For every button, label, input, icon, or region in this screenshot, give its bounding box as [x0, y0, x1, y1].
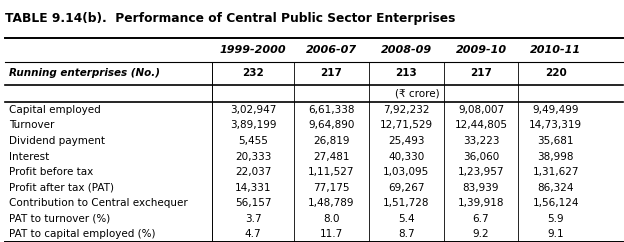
Text: 5.4: 5.4 — [398, 214, 414, 224]
Text: 9,64,890: 9,64,890 — [308, 121, 354, 130]
Text: 9.2: 9.2 — [472, 229, 489, 239]
Text: Turnover: Turnover — [9, 121, 54, 130]
Text: 1,11,527: 1,11,527 — [308, 167, 354, 177]
Text: 56,157: 56,157 — [235, 198, 271, 208]
Text: 35,681: 35,681 — [537, 136, 574, 146]
Text: 14,331: 14,331 — [235, 183, 271, 193]
Text: 12,44,805: 12,44,805 — [454, 121, 507, 130]
Text: 38,998: 38,998 — [537, 151, 574, 161]
Text: 1,23,957: 1,23,957 — [458, 167, 504, 177]
Text: Dividend payment: Dividend payment — [9, 136, 105, 146]
Text: 4.7: 4.7 — [245, 229, 261, 239]
Text: 2009-10: 2009-10 — [456, 45, 507, 55]
Text: Profit before tax: Profit before tax — [9, 167, 93, 177]
Text: 2006-07: 2006-07 — [306, 45, 357, 55]
Text: PAT to capital employed (%): PAT to capital employed (%) — [9, 229, 155, 239]
Text: 5.9: 5.9 — [547, 214, 564, 224]
Text: 69,267: 69,267 — [388, 183, 424, 193]
Text: TABLE 9.14(b).  Performance of Central Public Sector Enterprises: TABLE 9.14(b). Performance of Central Pu… — [5, 12, 456, 25]
Text: 1,51,728: 1,51,728 — [383, 198, 429, 208]
Text: 6.7: 6.7 — [472, 214, 489, 224]
Text: 27,481: 27,481 — [313, 151, 349, 161]
Text: 25,493: 25,493 — [388, 136, 424, 146]
Text: 3.7: 3.7 — [245, 214, 261, 224]
Text: 20,333: 20,333 — [235, 151, 271, 161]
Text: 22,037: 22,037 — [235, 167, 271, 177]
Text: 213: 213 — [396, 68, 417, 78]
Text: 6,61,338: 6,61,338 — [308, 105, 354, 115]
Text: Interest: Interest — [9, 151, 49, 161]
Text: 2010-11: 2010-11 — [530, 45, 582, 55]
Text: 7,92,232: 7,92,232 — [383, 105, 429, 115]
Text: Running enterprises (No.): Running enterprises (No.) — [9, 68, 160, 78]
Text: 3,89,199: 3,89,199 — [230, 121, 276, 130]
Text: 1,48,789: 1,48,789 — [308, 198, 354, 208]
Text: 217: 217 — [321, 68, 343, 78]
Text: 220: 220 — [545, 68, 567, 78]
Text: 5,455: 5,455 — [238, 136, 268, 146]
Text: 11.7: 11.7 — [320, 229, 343, 239]
Text: 1,39,918: 1,39,918 — [458, 198, 504, 208]
Text: 9,49,499: 9,49,499 — [532, 105, 579, 115]
Text: 8.7: 8.7 — [398, 229, 414, 239]
Text: PAT to turnover (%): PAT to turnover (%) — [9, 214, 110, 224]
Text: 83,939: 83,939 — [463, 183, 499, 193]
Text: 1999-2000: 1999-2000 — [220, 45, 286, 55]
Text: 77,175: 77,175 — [313, 183, 349, 193]
Text: 86,324: 86,324 — [537, 183, 574, 193]
Text: Capital employed: Capital employed — [9, 105, 100, 115]
Text: 9,08,007: 9,08,007 — [458, 105, 504, 115]
Text: 232: 232 — [242, 68, 264, 78]
Text: 9.1: 9.1 — [547, 229, 564, 239]
Text: 1,31,627: 1,31,627 — [532, 167, 579, 177]
Text: 36,060: 36,060 — [463, 151, 499, 161]
Text: Profit after tax (PAT): Profit after tax (PAT) — [9, 183, 114, 193]
Text: 2008-09: 2008-09 — [381, 45, 432, 55]
Text: 8.0: 8.0 — [323, 214, 339, 224]
Text: (₹ crore): (₹ crore) — [395, 88, 440, 98]
Text: 3,02,947: 3,02,947 — [230, 105, 276, 115]
Text: 40,330: 40,330 — [388, 151, 424, 161]
Text: 33,223: 33,223 — [463, 136, 499, 146]
Text: 14,73,319: 14,73,319 — [529, 121, 582, 130]
Text: 1,03,095: 1,03,095 — [383, 167, 429, 177]
Text: 1,56,124: 1,56,124 — [532, 198, 579, 208]
Text: 12,71,529: 12,71,529 — [379, 121, 433, 130]
Text: Contribution to Central exchequer: Contribution to Central exchequer — [9, 198, 187, 208]
Text: 26,819: 26,819 — [313, 136, 349, 146]
Text: 217: 217 — [470, 68, 492, 78]
